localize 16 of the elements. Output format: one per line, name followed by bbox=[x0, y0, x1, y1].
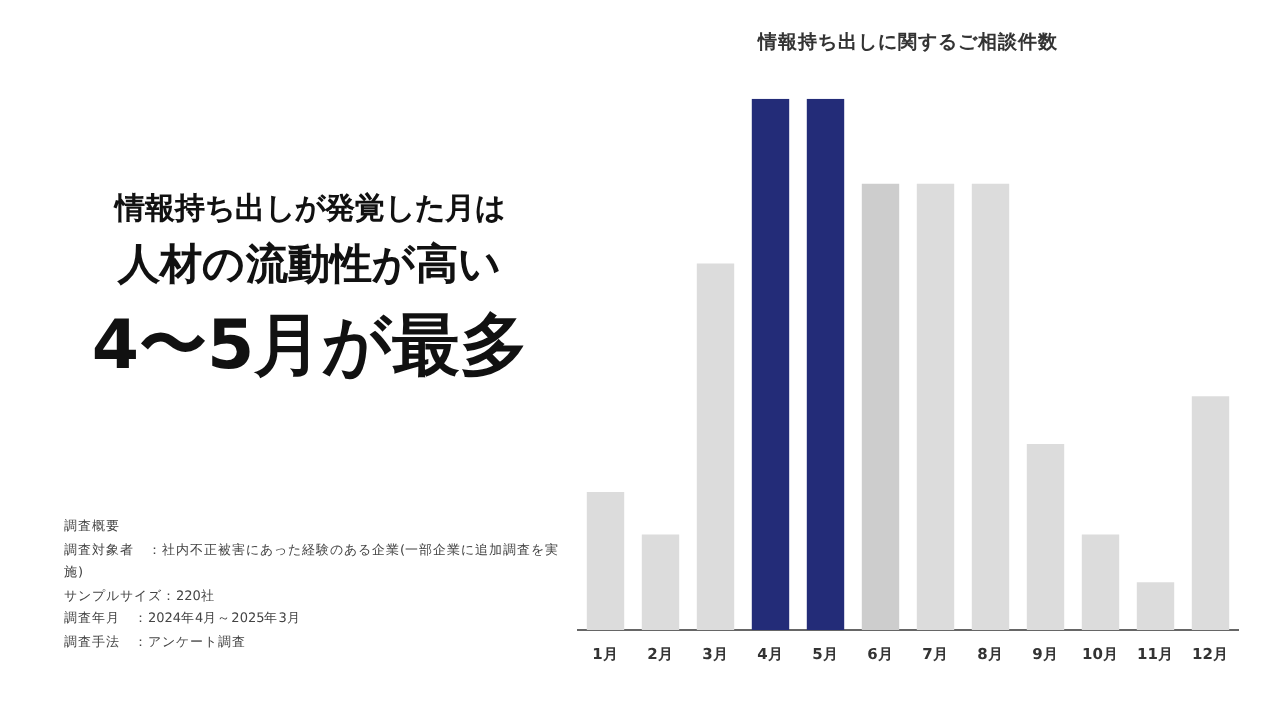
text: 人材の流動性が高い bbox=[115, 238, 504, 292]
bar bbox=[1191, 396, 1230, 630]
bar bbox=[641, 534, 680, 630]
bar bbox=[751, 98, 790, 630]
bar bbox=[1026, 444, 1065, 630]
bar bbox=[696, 263, 735, 630]
bar bbox=[806, 98, 845, 630]
text: 情報持ち出しが発覚した月は bbox=[111, 190, 507, 228]
bar bbox=[916, 183, 955, 630]
bar bbox=[971, 183, 1010, 630]
chart-title: 情報持ち出しに関するご相談件数 bbox=[756, 30, 1060, 55]
bar bbox=[586, 491, 625, 630]
bar bbox=[861, 183, 900, 630]
bar bbox=[1081, 534, 1120, 630]
text: 4〜5月が最多 bbox=[89, 304, 531, 390]
bar bbox=[1136, 582, 1175, 630]
